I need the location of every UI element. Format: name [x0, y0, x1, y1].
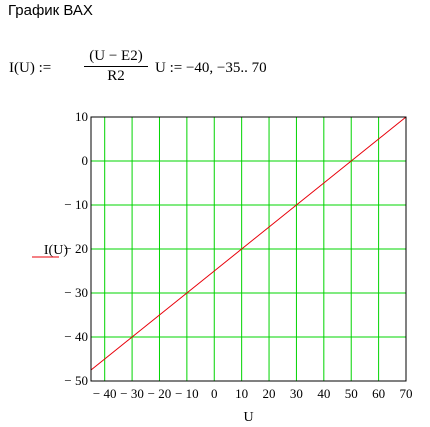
y-tick-label: − 10 — [64, 197, 88, 212]
x-tick-label: − 10 — [175, 386, 199, 401]
fraction-bar — [84, 66, 148, 67]
y-tick-label: 0 — [82, 153, 89, 168]
y-axis-label: I(U) — [44, 243, 68, 258]
x-tick-label: 10 — [235, 386, 248, 401]
x-tick-label: − 40 — [93, 386, 117, 401]
formula-fraction: (U − E2) R2 — [84, 48, 148, 85]
series-line-0 — [90, 116, 407, 371]
range-definition: U := −40, −35.. 70 — [155, 60, 267, 76]
x-tick-label: 0 — [211, 386, 218, 401]
y-tick-label: − 50 — [64, 373, 88, 388]
x-tick-label: 20 — [263, 386, 276, 401]
x-tick-label: − 20 — [148, 386, 172, 401]
x-axis-label: U — [243, 410, 253, 425]
formula-denominator: R2 — [107, 68, 125, 84]
x-tick-label: 60 — [372, 386, 385, 401]
y-tick-label: − 20 — [64, 241, 88, 256]
x-tick-label: − 30 — [120, 386, 144, 401]
grid — [91, 116, 407, 382]
page-title: График ВАХ — [8, 2, 93, 19]
y-tick-label: − 30 — [64, 285, 88, 300]
plot-frame — [90, 116, 407, 382]
y-tick-label: 10 — [75, 109, 88, 124]
x-tick-label: 30 — [290, 386, 303, 401]
x-tick-label: 70 — [400, 386, 413, 401]
x-tick-label: 50 — [345, 386, 358, 401]
formula-lhs: I(U) := — [9, 60, 52, 76]
formula-numerator: (U − E2) — [89, 48, 143, 64]
series-layer — [90, 116, 407, 371]
x-tick-label: 40 — [317, 386, 330, 401]
y-tick-label: − 40 — [64, 329, 88, 344]
